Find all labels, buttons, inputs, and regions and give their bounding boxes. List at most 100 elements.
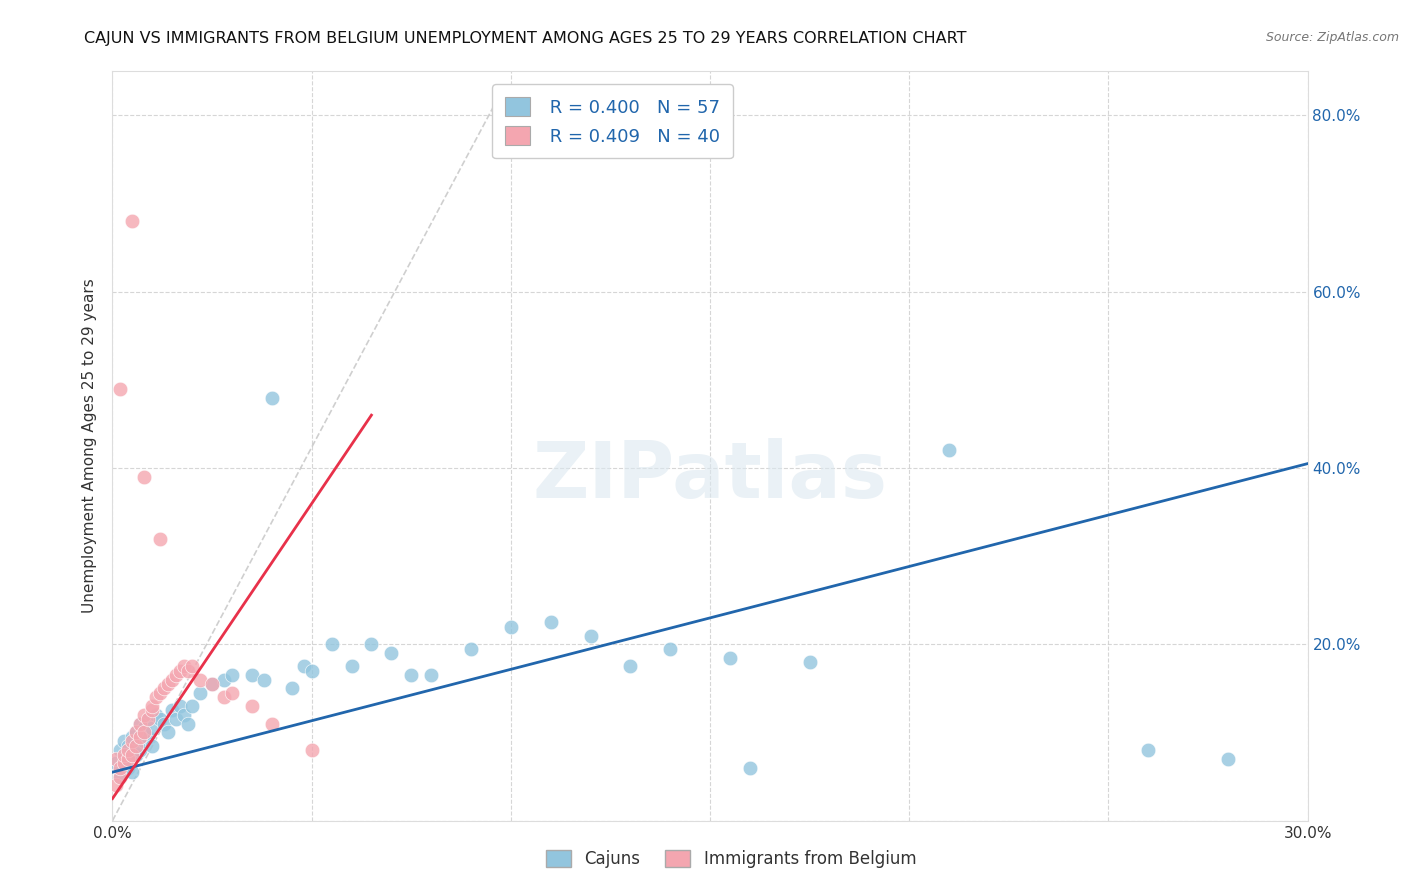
Point [134,725,156,739]
Point [177,664,200,678]
Point [121,765,143,780]
Text: ZIPatlas: ZIPatlas [533,438,887,514]
Point [321,637,343,651]
Text: Source: ZipAtlas.com: Source: ZipAtlas.com [1265,31,1399,45]
Legend: Cajuns, Immigrants from Belgium: Cajuns, Immigrants from Belgium [540,843,922,875]
Point [110,382,132,396]
Point [169,664,191,678]
Point [301,743,323,757]
Point [579,628,602,642]
Point [134,734,156,748]
Point [110,743,132,757]
Point [260,391,283,405]
Point [260,716,283,731]
Point [718,650,741,665]
Point [145,690,167,705]
Point [105,778,128,792]
Point [117,761,139,775]
Point [129,730,152,744]
Point [114,756,135,771]
Point [110,770,132,784]
Text: CAJUN VS IMMIGRANTS FROM BELGIUM UNEMPLOYMENT AMONG AGES 25 TO 29 YEARS CORRELAT: CAJUN VS IMMIGRANTS FROM BELGIUM UNEMPLO… [84,31,967,46]
Point [114,752,135,766]
Point [149,686,172,700]
Point [1216,752,1239,766]
Point [125,747,148,762]
Point [125,739,148,753]
Point [292,659,315,673]
Point [420,668,443,682]
Point [121,730,143,744]
Point [181,659,204,673]
Point [799,655,821,669]
Point [141,703,163,717]
Point [138,730,160,744]
Point [117,739,139,753]
Point [340,659,363,673]
Point [125,725,148,739]
Point [181,699,204,714]
Point [1137,743,1160,757]
Point [141,739,163,753]
Point [134,721,156,735]
Point [938,443,960,458]
Point [173,659,195,673]
Point [138,712,160,726]
Point [138,712,160,726]
Point [380,646,402,660]
Point [129,716,152,731]
Point [253,673,276,687]
Point [301,664,323,678]
Point [114,747,135,762]
Y-axis label: Unemployment Among Ages 25 to 29 years: Unemployment Among Ages 25 to 29 years [82,278,97,614]
Point [659,641,682,656]
Point [177,716,200,731]
Point [114,734,135,748]
Point [110,770,132,784]
Point [162,673,183,687]
Point [221,668,243,682]
Point [499,620,522,634]
Point [129,743,152,757]
Point [173,707,195,722]
Point [153,681,176,696]
Point [619,659,641,673]
Point [105,756,128,771]
Point [201,677,224,691]
Point [212,673,235,687]
Point [188,673,211,687]
Point [134,470,156,484]
Point [134,707,156,722]
Point [169,699,191,714]
Point [201,677,224,691]
Point [738,761,761,775]
Point [221,686,243,700]
Point [149,532,172,546]
Point [165,668,187,682]
Point [165,712,187,726]
Point [212,690,235,705]
Point [145,707,167,722]
Point [401,668,423,682]
Point [117,752,139,766]
Point [117,743,139,757]
Point [110,761,132,775]
Point [240,668,263,682]
Point [157,677,180,691]
Point [149,712,172,726]
Point [125,725,148,739]
Point [129,716,152,731]
Point [141,699,163,714]
Point [281,681,304,696]
Point [460,641,482,656]
Point [141,721,163,735]
Point [188,686,211,700]
Point [157,725,180,739]
Point [360,637,382,651]
Point [121,214,143,228]
Point [121,747,143,762]
Point [105,752,128,766]
Point [153,716,176,731]
Point [121,734,143,748]
Point [240,699,263,714]
